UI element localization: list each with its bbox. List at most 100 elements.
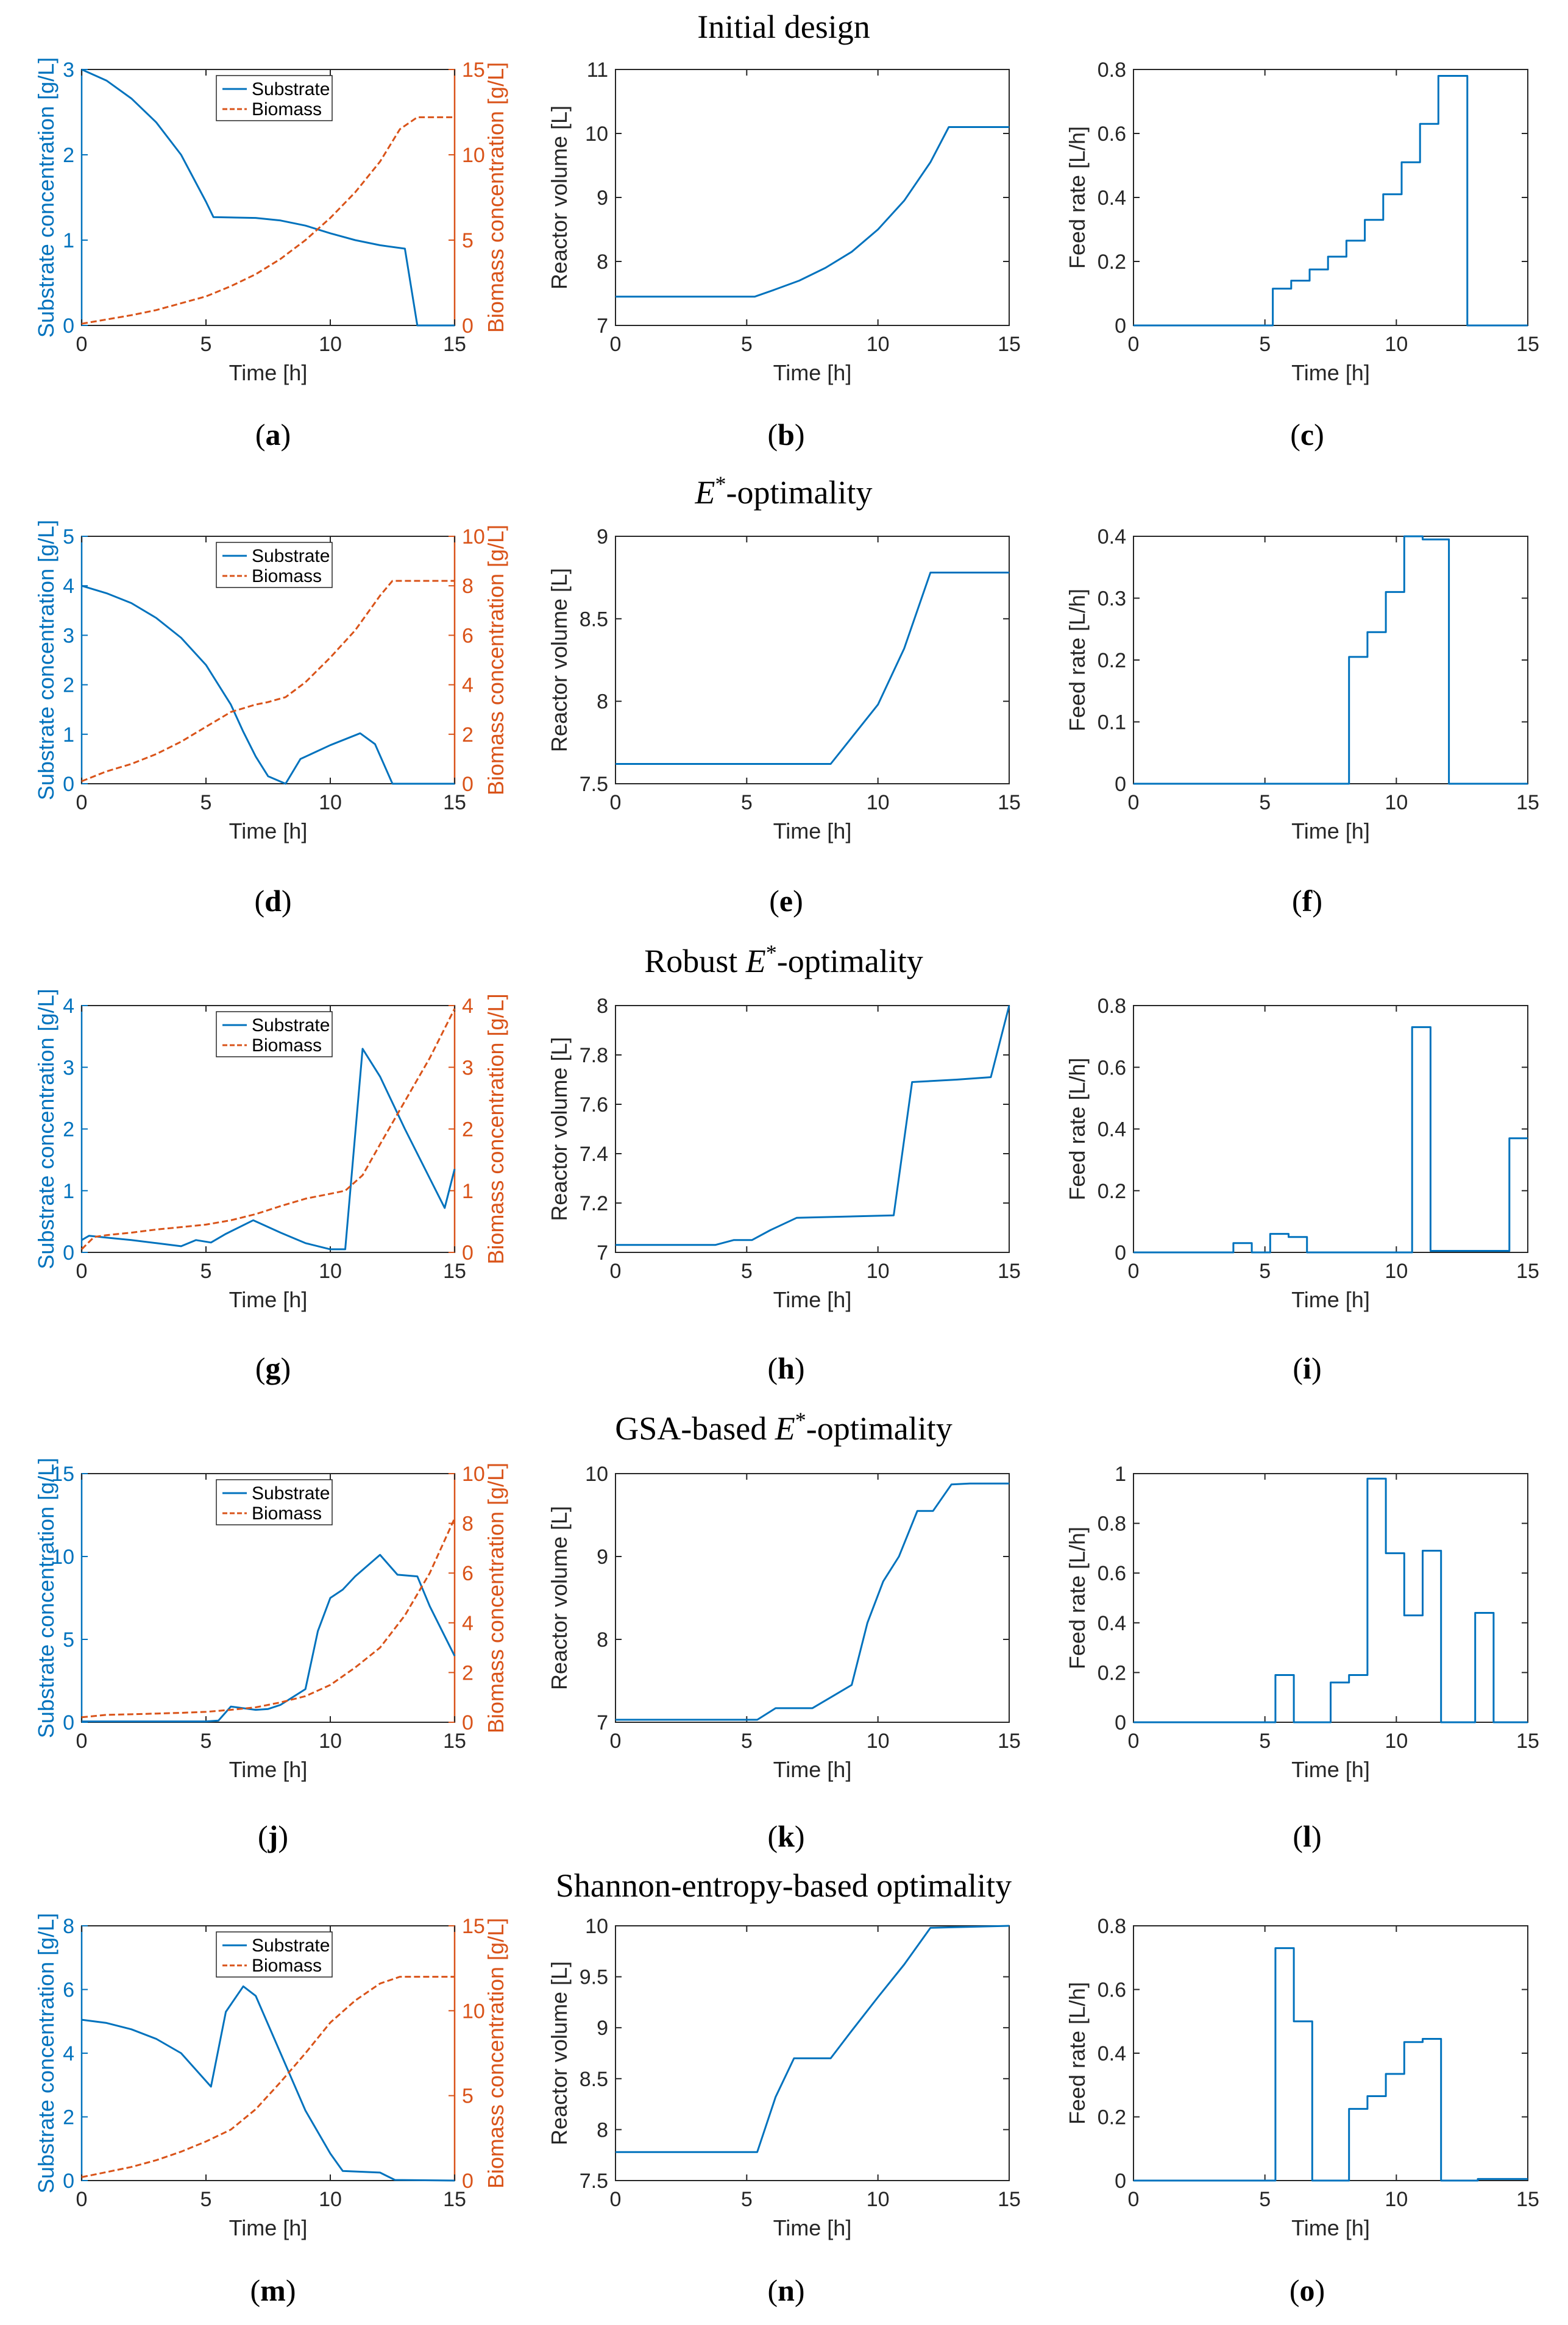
y-tick-label: 7.4 <box>580 1143 608 1166</box>
row-title: Shannon-entropy-based optimality <box>556 1867 1012 1904</box>
y-axis-label: Feed rate [L/h] <box>1065 589 1090 731</box>
plot-frame <box>615 69 1010 326</box>
y-right-tick-label: 5 <box>462 2085 474 2108</box>
chart-panel: 0 5 10 15 0 0.2 0.4 0.6 0.8 Time [h] Feed rate [L/… <box>1065 59 1539 385</box>
y-tick-label: 0 <box>63 2170 74 2193</box>
y-tick-label: 1 <box>1115 1463 1126 1486</box>
plot-frame <box>615 1005 1010 1253</box>
y-tick-label: 8 <box>597 250 608 274</box>
y-tick-label: 4 <box>63 995 74 1018</box>
y-axis-label: Reactor volume [L] <box>547 1506 572 1690</box>
y-tick-label: 8 <box>597 1628 608 1652</box>
row-title: E*-optimality <box>695 472 873 511</box>
panel-label: (n) <box>767 2273 804 2307</box>
y-tick-label: 8 <box>597 690 608 714</box>
y-tick-label: 0.8 <box>1098 1915 1126 1938</box>
x-tick-label: 10 <box>319 791 342 814</box>
y-tick-label: 8 <box>597 2118 608 2142</box>
legend-label: Biomass <box>252 566 322 586</box>
y-right-tick-label: 15 <box>462 1915 485 1938</box>
y-tick-label: 15 <box>51 1463 74 1486</box>
x-axis-label: Time [h] <box>773 2215 852 2240</box>
series-line-biomass <box>81 1976 455 2178</box>
y-tick-label: 0 <box>1115 314 1126 338</box>
y-tick-label: 9 <box>597 525 608 548</box>
x-tick-label: 0 <box>610 791 622 814</box>
x-axis-label: Time [h] <box>229 1287 308 1312</box>
y-tick-label: 10 <box>585 1915 608 1938</box>
x-tick-label: 10 <box>1385 333 1408 356</box>
y-axis-label: Reactor volume [L] <box>547 568 572 752</box>
x-tick-label: 5 <box>741 791 753 814</box>
x-tick-label: 0 <box>1128 2188 1140 2211</box>
y-tick-label: 0.8 <box>1098 1513 1126 1536</box>
y-right-tick-label: 4 <box>462 1612 474 1635</box>
y-tick-label: 2 <box>63 674 74 697</box>
y-right-tick-label: 0 <box>462 314 474 338</box>
x-tick-label: 5 <box>1259 2188 1271 2211</box>
y-tick-label: 0.2 <box>1098 250 1126 274</box>
series-line-biomass <box>81 580 455 783</box>
y-tick-label: 0.4 <box>1098 186 1126 210</box>
row-title: Initial design <box>697 9 870 45</box>
y-tick-label: 0 <box>63 1241 74 1265</box>
series-line <box>1133 1947 1528 2182</box>
x-tick-label: 15 <box>443 791 466 814</box>
legend-label: Biomass <box>252 1035 322 1056</box>
x-tick-label: 5 <box>200 791 212 814</box>
x-tick-label: 5 <box>200 1730 212 1753</box>
y-right-tick-label: 8 <box>462 575 474 598</box>
y-tick-label: 0.2 <box>1098 1661 1126 1684</box>
series-line <box>615 1925 1010 2153</box>
x-tick-label: 10 <box>867 1260 890 1283</box>
x-tick-label: 5 <box>1259 333 1271 356</box>
x-axis-label: Time [h] <box>1291 818 1370 843</box>
y-tick-label: 0.4 <box>1098 1118 1126 1141</box>
y-tick-label: 0.4 <box>1098 525 1126 548</box>
legend-label: Biomass <box>252 1956 322 1976</box>
y-right-tick-label: 4 <box>462 674 474 697</box>
x-tick-label: 5 <box>1259 1730 1271 1753</box>
x-axis-label: Time [h] <box>1291 2215 1370 2240</box>
legend-label: Substrate <box>252 79 330 99</box>
y-tick-label: 10 <box>51 1546 74 1569</box>
x-tick-label: 0 <box>1128 791 1140 814</box>
legend-box <box>216 75 333 121</box>
y-axis-label: Substrate concentration [g/L] <box>34 989 59 1269</box>
plot-frame <box>1133 536 1528 784</box>
chart-panel: 0 5 10 15 0 0.2 0.4 0.6 0.8 Time [h] Feed rate [L/… <box>1065 995 1539 1312</box>
y-tick-label: 4 <box>63 575 74 598</box>
y-tick-label: 9 <box>597 1546 608 1569</box>
x-axis-label: Time [h] <box>1291 360 1370 385</box>
y-right-tick-label: 4 <box>462 995 474 1018</box>
y-tick-label: 3 <box>63 59 74 82</box>
x-tick-label: 5 <box>200 333 212 356</box>
y-tick-label: 0.8 <box>1098 59 1126 82</box>
x-tick-label: 10 <box>867 1730 890 1753</box>
y-tick-label: 1 <box>63 723 74 747</box>
panel-label: (e) <box>769 884 803 918</box>
y-right-tick-label: 0 <box>462 773 474 796</box>
panel-label: (f) <box>1292 884 1322 918</box>
series-line-biomass <box>81 1517 456 1719</box>
chart-panel: 0 5 10 15 7 8 9 10 11 Time [h] Reactor volume [L] <box>547 59 1021 385</box>
x-tick-label: 10 <box>1385 2188 1408 2211</box>
plot-frame <box>1133 1473 1528 1723</box>
y-tick-label: 4 <box>63 2042 74 2065</box>
x-tick-label: 15 <box>443 1730 466 1753</box>
legend-box <box>216 1931 333 1978</box>
y-tick-label: 9 <box>597 2017 608 2040</box>
x-tick-label: 10 <box>1385 1260 1408 1283</box>
y-tick-label: 7.5 <box>580 2170 608 2193</box>
x-axis-label: Time [h] <box>1291 1757 1370 1782</box>
panel-label: (c) <box>1290 417 1324 452</box>
chart-panel: 0 5 10 15 0 0.1 0.2 0.3 0.4 Time [h] Feed rate [L/… <box>1065 525 1539 843</box>
series-line <box>615 1482 1009 1721</box>
legend-box <box>216 1479 333 1525</box>
y-tick-label: 8.5 <box>580 2068 608 2091</box>
